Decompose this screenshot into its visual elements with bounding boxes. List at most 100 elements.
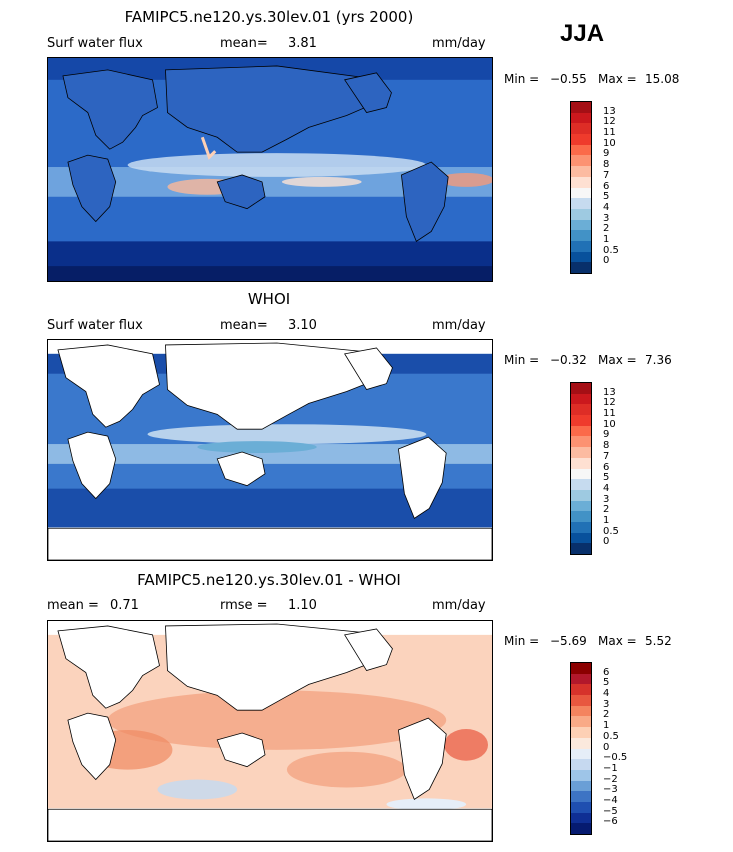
panel2-continents — [48, 342, 492, 560]
colorbar-swatch — [571, 532, 591, 544]
colorbar-swatch — [571, 823, 591, 834]
panel1-mean-value: 3.81 — [288, 36, 317, 51]
panel3-rmse-label: rmse = — [220, 598, 268, 613]
colorbar-tick-label: 13 — [603, 105, 616, 117]
panel3-title: FAMIPC5.ne120.ys.30lev.01 - WHOI — [137, 571, 401, 589]
colorbar-swatch — [571, 251, 591, 263]
colorbar-tick-label: 4 — [603, 482, 610, 494]
panel3-mean-label: mean = — [47, 598, 99, 613]
colorbar-swatch — [571, 219, 591, 231]
colorbar-swatch — [571, 176, 591, 188]
colorbar-swatch — [571, 673, 591, 685]
panel1-title: FAMIPC5.ne120.ys.30lev.01 (yrs 2000) — [124, 8, 414, 26]
colorbar-tick-label: 4 — [603, 201, 610, 213]
panel2-max-value: 7.36 — [645, 353, 672, 367]
panel3-map — [47, 620, 493, 842]
colorbar-tick-label: 0 — [603, 536, 610, 548]
colorbar-tick-label: −2 — [603, 773, 618, 785]
colorbar-swatch — [571, 780, 591, 792]
colorbar-tick-label: −1 — [603, 762, 618, 774]
colorbar-swatch — [571, 198, 591, 209]
colorbar-swatch — [571, 393, 591, 405]
colorbar-swatch — [571, 415, 591, 426]
colorbar-tick-label: 0 — [603, 741, 610, 753]
colorbar-tick-label: −5 — [603, 805, 618, 817]
colorbar-tick-label: −3 — [603, 784, 618, 796]
colorbar-swatch — [571, 230, 591, 241]
colorbar-tick-label: 1 — [603, 720, 610, 732]
panel2-map — [47, 339, 493, 561]
panel2-colorbar — [570, 382, 592, 555]
colorbar-swatch — [571, 112, 591, 124]
colorbar-tick-label: 1 — [603, 233, 610, 245]
colorbar-swatch — [571, 521, 591, 533]
colorbar-swatch — [571, 737, 591, 749]
colorbar-tick-label: 0.5 — [603, 244, 619, 256]
colorbar-swatch — [571, 663, 591, 674]
panel3-min-label: Min = — [504, 634, 540, 648]
colorbar-tick-label: 2 — [603, 504, 610, 516]
colorbar-tick-label: 13 — [603, 386, 616, 398]
colorbar-tick-label: 5 — [603, 677, 610, 689]
season-label: JJA — [560, 20, 605, 47]
colorbar-tick-label: 3 — [603, 698, 610, 710]
colorbar-swatch — [571, 208, 591, 220]
panel1-field: Surf water flux — [47, 36, 143, 51]
colorbar-tick-label: −4 — [603, 794, 618, 806]
colorbar-swatch — [571, 748, 591, 760]
colorbar-swatch — [571, 262, 591, 273]
panel3-max-label: Max = — [598, 634, 637, 648]
colorbar-swatch — [571, 479, 591, 490]
colorbar-swatch — [571, 500, 591, 512]
panel1-continents — [62, 65, 449, 242]
colorbar-tick-label: 3 — [603, 493, 610, 505]
panel3-min-value: −5.69 — [550, 634, 587, 648]
colorbar-tick-label: 4 — [603, 688, 610, 700]
colorbar-tick-label: 0 — [603, 255, 610, 267]
panel2-mean-value: 3.10 — [288, 318, 317, 333]
colorbar-tick-label: 12 — [603, 116, 616, 128]
panel3-colorbar — [570, 662, 592, 835]
colorbar-tick-label: 12 — [603, 397, 616, 409]
panel1-mean-label: mean= — [220, 36, 268, 51]
colorbar-swatch — [571, 134, 591, 145]
colorbar-swatch — [571, 791, 591, 802]
colorbar-swatch — [571, 759, 591, 770]
colorbar-swatch — [571, 543, 591, 554]
colorbar-swatch — [571, 769, 591, 781]
colorbar-swatch — [571, 187, 591, 199]
colorbar-swatch — [571, 123, 591, 135]
panel1-max-value: 15.08 — [645, 72, 680, 86]
colorbar-swatch — [571, 166, 591, 177]
colorbar-tick-label: 5 — [603, 191, 610, 203]
colorbar-swatch — [571, 404, 591, 416]
colorbar-tick-label: 0.5 — [603, 525, 619, 537]
panel1-colorbar — [570, 101, 592, 274]
colorbar-tick-label: −6 — [603, 816, 618, 828]
colorbar-tick-label: 8 — [603, 159, 610, 171]
colorbar-tick-label: 6 — [603, 666, 610, 678]
panel3-mean-value: 0.71 — [110, 598, 139, 613]
panel1-units: mm/day — [432, 36, 486, 51]
colorbar-tick-label: 6 — [603, 180, 610, 192]
panel2-min-value: −0.32 — [550, 353, 587, 367]
colorbar-swatch — [571, 102, 591, 113]
colorbar-tick-label: 10 — [603, 137, 616, 149]
panel3-max-value: 5.52 — [645, 634, 672, 648]
colorbar-tick-label: 7 — [603, 450, 610, 462]
colorbar-tick-label: 5 — [603, 472, 610, 484]
colorbar-swatch — [571, 801, 591, 813]
colorbar-swatch — [571, 155, 591, 167]
colorbar-tick-label: 0.5 — [603, 730, 619, 742]
colorbar-tick-label: 7 — [603, 169, 610, 181]
colorbar-tick-label: 2 — [603, 709, 610, 721]
colorbar-swatch — [571, 436, 591, 448]
panel3-units: mm/day — [432, 598, 486, 613]
colorbar-tick-label: 11 — [603, 127, 616, 139]
colorbar-swatch — [571, 240, 591, 252]
panel2-mean-label: mean= — [220, 318, 268, 333]
colorbar-tick-label: −0.5 — [603, 752, 628, 764]
colorbar-swatch — [571, 489, 591, 501]
colorbar-swatch — [571, 695, 591, 706]
colorbar-swatch — [571, 425, 591, 437]
